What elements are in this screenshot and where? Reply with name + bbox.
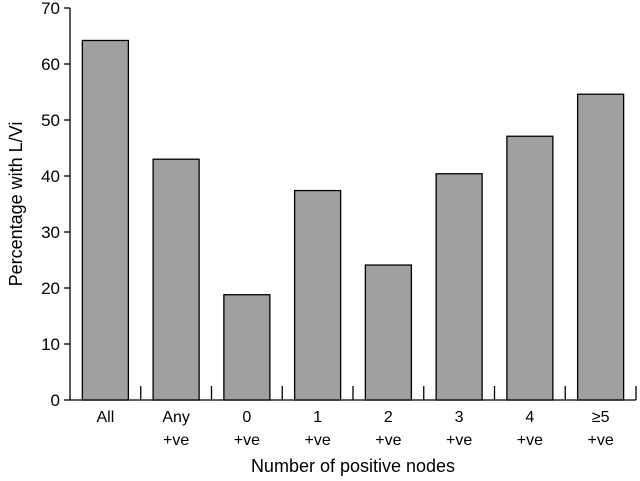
y-tick-label-60: 60 — [41, 55, 60, 74]
y-tick-label-0: 0 — [51, 391, 60, 410]
category-label-2-0: 0 — [242, 409, 251, 426]
y-axis-title: Percentage with L/Vi — [6, 122, 26, 287]
y-tick-label-40: 40 — [41, 167, 60, 186]
y-tick-label-20: 20 — [41, 279, 60, 298]
category-label-3-0: 1 — [313, 409, 322, 426]
bar-2 — [223, 294, 271, 401]
x-axis-title: Number of positive nodes — [251, 456, 455, 476]
category-labels: All Any +ve 0 +ve 1 +ve 2 +ve 3 +ve 4 +ve ≥5 +ve — [96, 409, 613, 449]
category-label-0-0: All — [96, 409, 114, 426]
category-label-1-0: Any — [162, 409, 190, 426]
bar-0 — [81, 39, 130, 401]
category-label-2-1: +ve — [234, 432, 260, 449]
bar-1 — [152, 158, 200, 401]
category-label-1-1: +ve — [163, 432, 189, 449]
category-label-7-1: +ve — [588, 432, 614, 449]
y-tick-label-30: 30 — [41, 223, 60, 242]
bar-6 — [506, 135, 554, 401]
category-label-4-1: +ve — [375, 432, 401, 449]
category-label-5-1: +ve — [446, 432, 472, 449]
bar-5 — [435, 173, 483, 401]
bars — [81, 39, 625, 401]
category-label-6-1: +ve — [517, 432, 543, 449]
category-label-4-0: 2 — [384, 409, 393, 426]
bar-4 — [364, 264, 413, 401]
category-label-3-1: +ve — [305, 432, 331, 449]
y-tick-label-50: 50 — [41, 111, 60, 130]
bar-7 — [576, 93, 625, 401]
y-tick-label-10: 10 — [41, 335, 60, 354]
y-axis: 0 10 20 30 40 50 60 70 — [41, 0, 71, 410]
category-label-5-0: 3 — [455, 409, 464, 426]
bar-3 — [293, 189, 342, 401]
y-tick-label-70: 70 — [41, 0, 60, 18]
category-label-6-0: 4 — [525, 409, 534, 426]
category-label-7-0: ≥5 — [592, 409, 610, 426]
